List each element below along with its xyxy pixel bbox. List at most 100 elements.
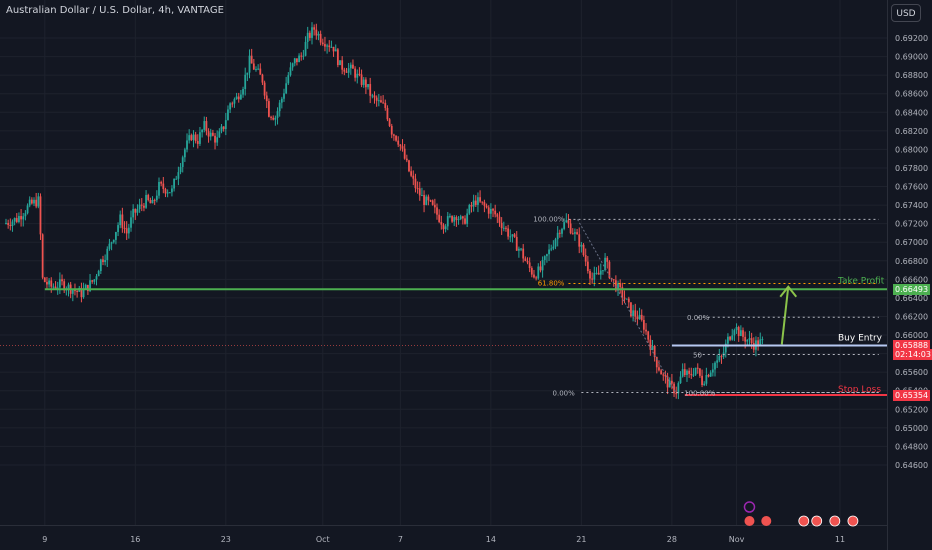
candle-body <box>336 49 339 66</box>
candle-body <box>188 135 191 141</box>
candle-body <box>625 298 628 300</box>
candle-body <box>343 69 346 72</box>
price-axis[interactable]: 0.69200 0.69000 0.68800 0.68600 0.68400 0.682… <box>887 0 929 550</box>
candle-body <box>201 129 204 133</box>
price-tick-label: 0.66200 <box>895 312 928 321</box>
event-flag-icon[interactable] <box>829 515 841 527</box>
candle-body <box>50 280 53 287</box>
candle-body <box>332 46 335 52</box>
candle-body <box>209 132 212 137</box>
candle-body <box>321 42 324 45</box>
candle-body <box>571 233 574 235</box>
candle-body <box>300 55 303 57</box>
candle-body <box>438 214 441 222</box>
candle-body <box>658 367 660 371</box>
candle-body <box>324 44 326 47</box>
fibonacci-retracements: 100.00% 61.80% 0.00% 0.00% 50 100.00% <box>533 215 879 398</box>
event-flag-icon[interactable] <box>847 515 859 527</box>
candle-body <box>735 327 738 331</box>
candle-body <box>26 205 29 214</box>
candle-body <box>543 256 546 260</box>
candle-body <box>231 103 234 105</box>
fib-trend-line <box>577 219 677 393</box>
candle-body <box>151 199 154 204</box>
take-profit-label: Take Profit <box>837 276 885 286</box>
candle-body <box>660 370 663 375</box>
candle-body <box>388 119 391 126</box>
candle-body <box>173 178 175 189</box>
price-tick-label: 0.67400 <box>895 201 928 210</box>
price-tick-label: 0.68600 <box>895 90 928 99</box>
price-tick-label: 0.67600 <box>895 183 928 192</box>
candle-body <box>382 102 385 104</box>
event-flag-icon[interactable] <box>761 516 772 526</box>
candle-body <box>15 218 18 222</box>
candle-body <box>759 339 762 346</box>
fib-label: 50 <box>693 352 702 360</box>
candle-body <box>604 257 606 271</box>
time-axis[interactable]: 9 16 23 Oct 7 14 21 28 Nov 11 <box>0 525 887 545</box>
candle-body <box>446 216 449 227</box>
candle-body <box>274 117 277 120</box>
candle-body <box>63 281 66 291</box>
candle-body <box>489 208 492 214</box>
time-tick-label: 23 <box>221 535 231 544</box>
candle-body <box>166 192 169 194</box>
candle-body <box>410 171 413 176</box>
candle-body <box>358 73 361 75</box>
candle-body <box>640 314 643 320</box>
candle-body <box>280 98 283 103</box>
candle-body <box>707 375 710 377</box>
time-tick-label: 21 <box>576 535 586 544</box>
candle-body <box>24 213 27 217</box>
candle-body <box>681 369 684 377</box>
candle-body <box>703 383 706 386</box>
candle-body <box>485 205 488 208</box>
candle-body <box>153 199 156 201</box>
time-tick-label: 28 <box>667 535 677 544</box>
candle-body <box>483 202 486 206</box>
candle-body <box>507 228 510 237</box>
candle-body <box>686 370 688 376</box>
candle-body <box>302 55 305 57</box>
candle-body <box>470 205 473 207</box>
horizontal-lines: Take Profit Buy Entry Stop Loss <box>44 276 887 397</box>
candle-body <box>168 192 171 194</box>
candle-body <box>112 239 115 243</box>
candle-body <box>108 243 111 249</box>
candle-body <box>586 261 589 271</box>
candle-body <box>237 96 240 100</box>
candle-body <box>192 134 195 141</box>
candle-body <box>533 274 535 278</box>
candle-body <box>541 259 544 271</box>
price-tick-label: 0.67000 <box>895 238 928 247</box>
candle-body <box>43 277 46 282</box>
candle-body <box>121 214 124 228</box>
price-tick-label: 0.69000 <box>895 53 928 62</box>
candle-body <box>179 167 182 173</box>
candle-body <box>474 200 477 205</box>
candle-body <box>653 345 656 358</box>
candle-body <box>455 217 458 220</box>
event-flash-icon[interactable] <box>743 501 756 513</box>
event-flag-icon[interactable] <box>811 515 823 527</box>
currency-button[interactable]: USD <box>891 4 921 22</box>
candle-body <box>158 181 160 196</box>
candle-body <box>91 280 94 282</box>
candle-body <box>106 248 109 261</box>
price-tick-label: 0.65000 <box>895 424 928 433</box>
event-flag-icon[interactable] <box>744 516 755 526</box>
candle-body <box>694 367 697 375</box>
candle-body <box>567 220 570 224</box>
candle-body <box>328 45 331 48</box>
candle-body <box>18 216 20 222</box>
candle-body <box>278 102 281 112</box>
candle-body <box>356 73 359 78</box>
candle-body <box>250 55 253 64</box>
candle-body <box>183 149 186 158</box>
candle-body <box>431 200 434 205</box>
event-flag-icon[interactable] <box>798 515 810 527</box>
candle-body <box>227 109 229 121</box>
price-tick-label: 0.68000 <box>895 145 928 154</box>
